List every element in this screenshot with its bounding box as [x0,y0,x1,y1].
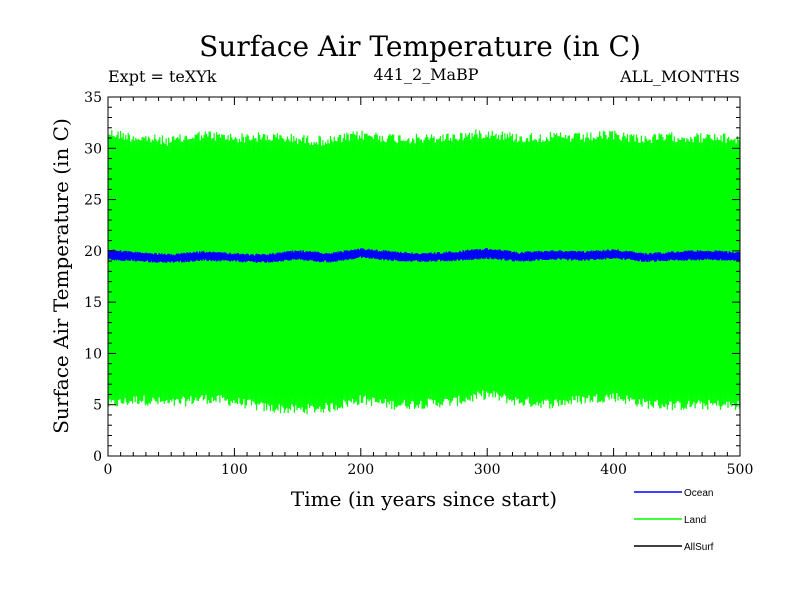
series-land-line [108,129,740,415]
legend-label-allsurf: AllSurf [684,542,714,553]
legend-label-land: Land [684,515,706,526]
x-tick-label: 0 [104,462,113,478]
x-axis-label: Time (in years since start) [291,487,557,511]
y-tick-label: 0 [93,449,102,465]
plot-area [108,129,740,415]
y-tick-label: 15 [84,295,102,311]
x-tick-label: 400 [600,462,627,478]
axis-ticks: 0 100 200 300 400 500 0 5 10 15 20 25 30 35 [84,90,753,478]
chart-title: Surface Air Temperature (in C) [199,30,641,63]
legend-label-ocean: Ocean [684,488,713,499]
legend: Ocean Land AllSurf [634,488,714,553]
y-tick-label: 10 [84,346,102,362]
y-tick-label: 5 [93,398,102,414]
y-tick-label: 35 [84,90,102,106]
y-tick-label: 20 [84,244,102,260]
chart-subtitle-expt: Expt = teXYk [108,67,217,86]
y-tick-label: 25 [84,193,102,209]
series-ocean-line [108,248,740,263]
y-axis-label: Surface Air Temperature (in C) [49,118,73,434]
x-tick-label: 500 [727,462,754,478]
x-tick-label: 200 [347,462,374,478]
chart-subtitle-months: ALL_MONTHS [619,67,740,86]
x-tick-label: 100 [221,462,248,478]
chart-subtitle-age: 441_2_MaBP [373,65,478,84]
x-tick-label: 300 [474,462,501,478]
y-tick-label: 30 [84,141,102,157]
series-layer [108,129,740,415]
